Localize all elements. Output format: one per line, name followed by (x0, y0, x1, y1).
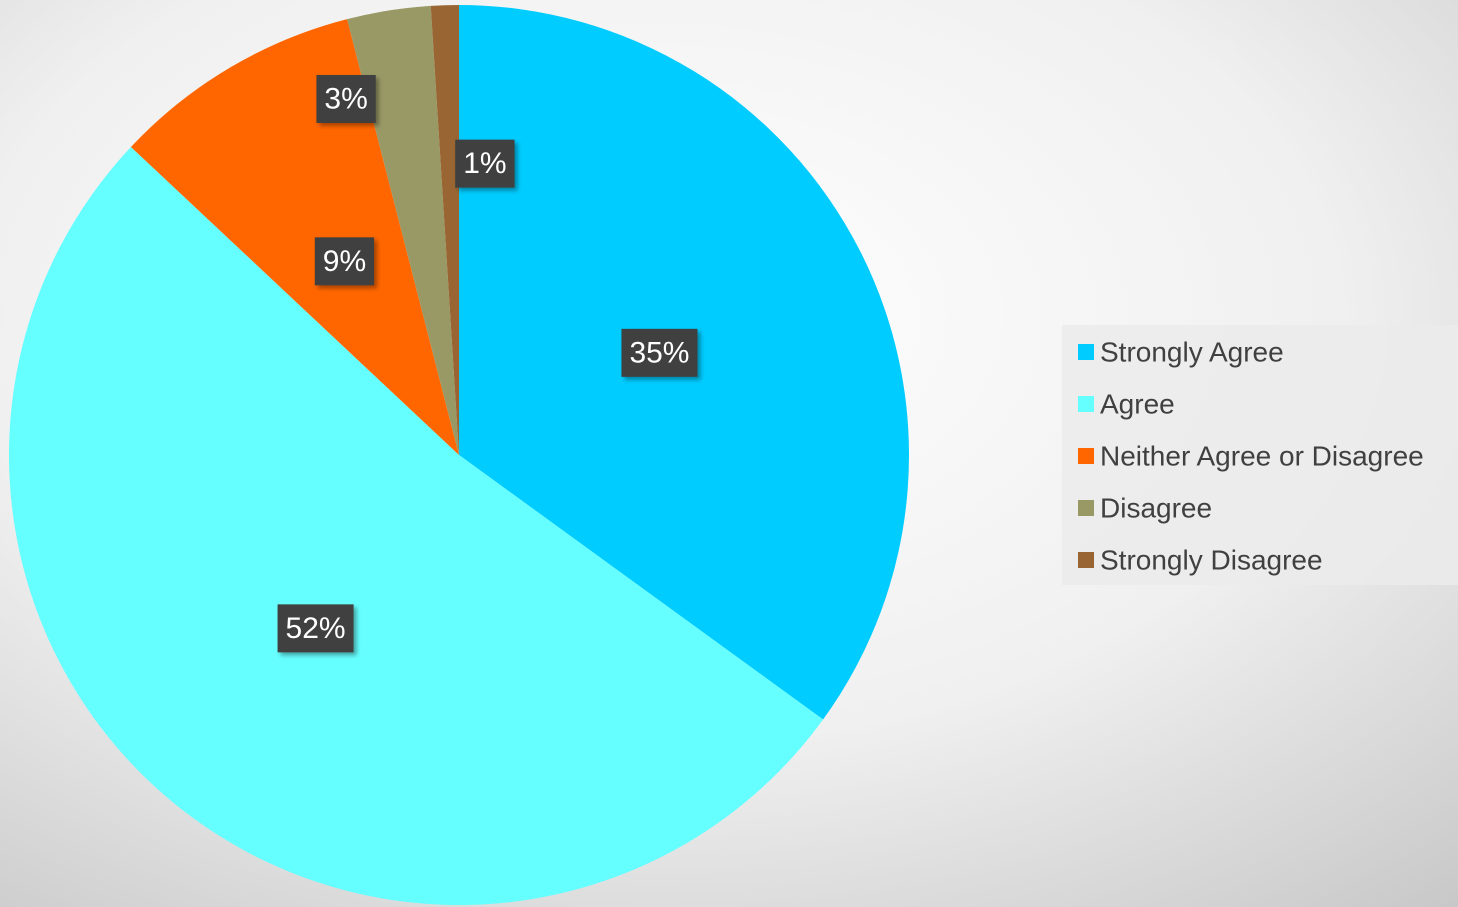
legend-label: Disagree (1100, 493, 1212, 524)
legend-label: Strongly Disagree (1100, 545, 1323, 576)
legend: Strongly Agree Agree Neither Agree or Disa… (1078, 337, 1424, 576)
data-label: 1% (455, 139, 515, 188)
data-label-box (277, 604, 354, 653)
pie-slice (430, 5, 459, 455)
legend-label: Agree (1100, 389, 1175, 420)
legend-swatch (1078, 500, 1094, 516)
data-labels: 35% 52% 9% 3% 1% (277, 74, 698, 653)
legend-swatch (1078, 344, 1094, 360)
data-label: 52% (277, 604, 354, 653)
data-label-box (316, 74, 376, 123)
pie-slice (130, 19, 459, 456)
pie-slice (9, 146, 824, 905)
data-label-text: 3% (324, 82, 367, 115)
legend-swatch (1078, 448, 1094, 464)
legend-swatch (1078, 552, 1094, 568)
data-label-text: 9% (323, 245, 366, 278)
legend-swatch (1078, 396, 1094, 412)
data-label-text: 35% (629, 336, 689, 369)
data-label-box (621, 328, 698, 377)
data-label-box (455, 139, 515, 188)
data-label: 35% (621, 328, 698, 377)
data-label-text: 1% (463, 147, 506, 180)
legend-label: Strongly Agree (1100, 337, 1284, 368)
legend-label: Neither Agree or Disagree (1100, 441, 1424, 472)
data-label-text: 52% (286, 612, 346, 645)
legend-box (1062, 325, 1458, 585)
data-label-box (314, 237, 375, 286)
data-label: 3% (316, 74, 376, 123)
data-label: 9% (314, 237, 375, 286)
